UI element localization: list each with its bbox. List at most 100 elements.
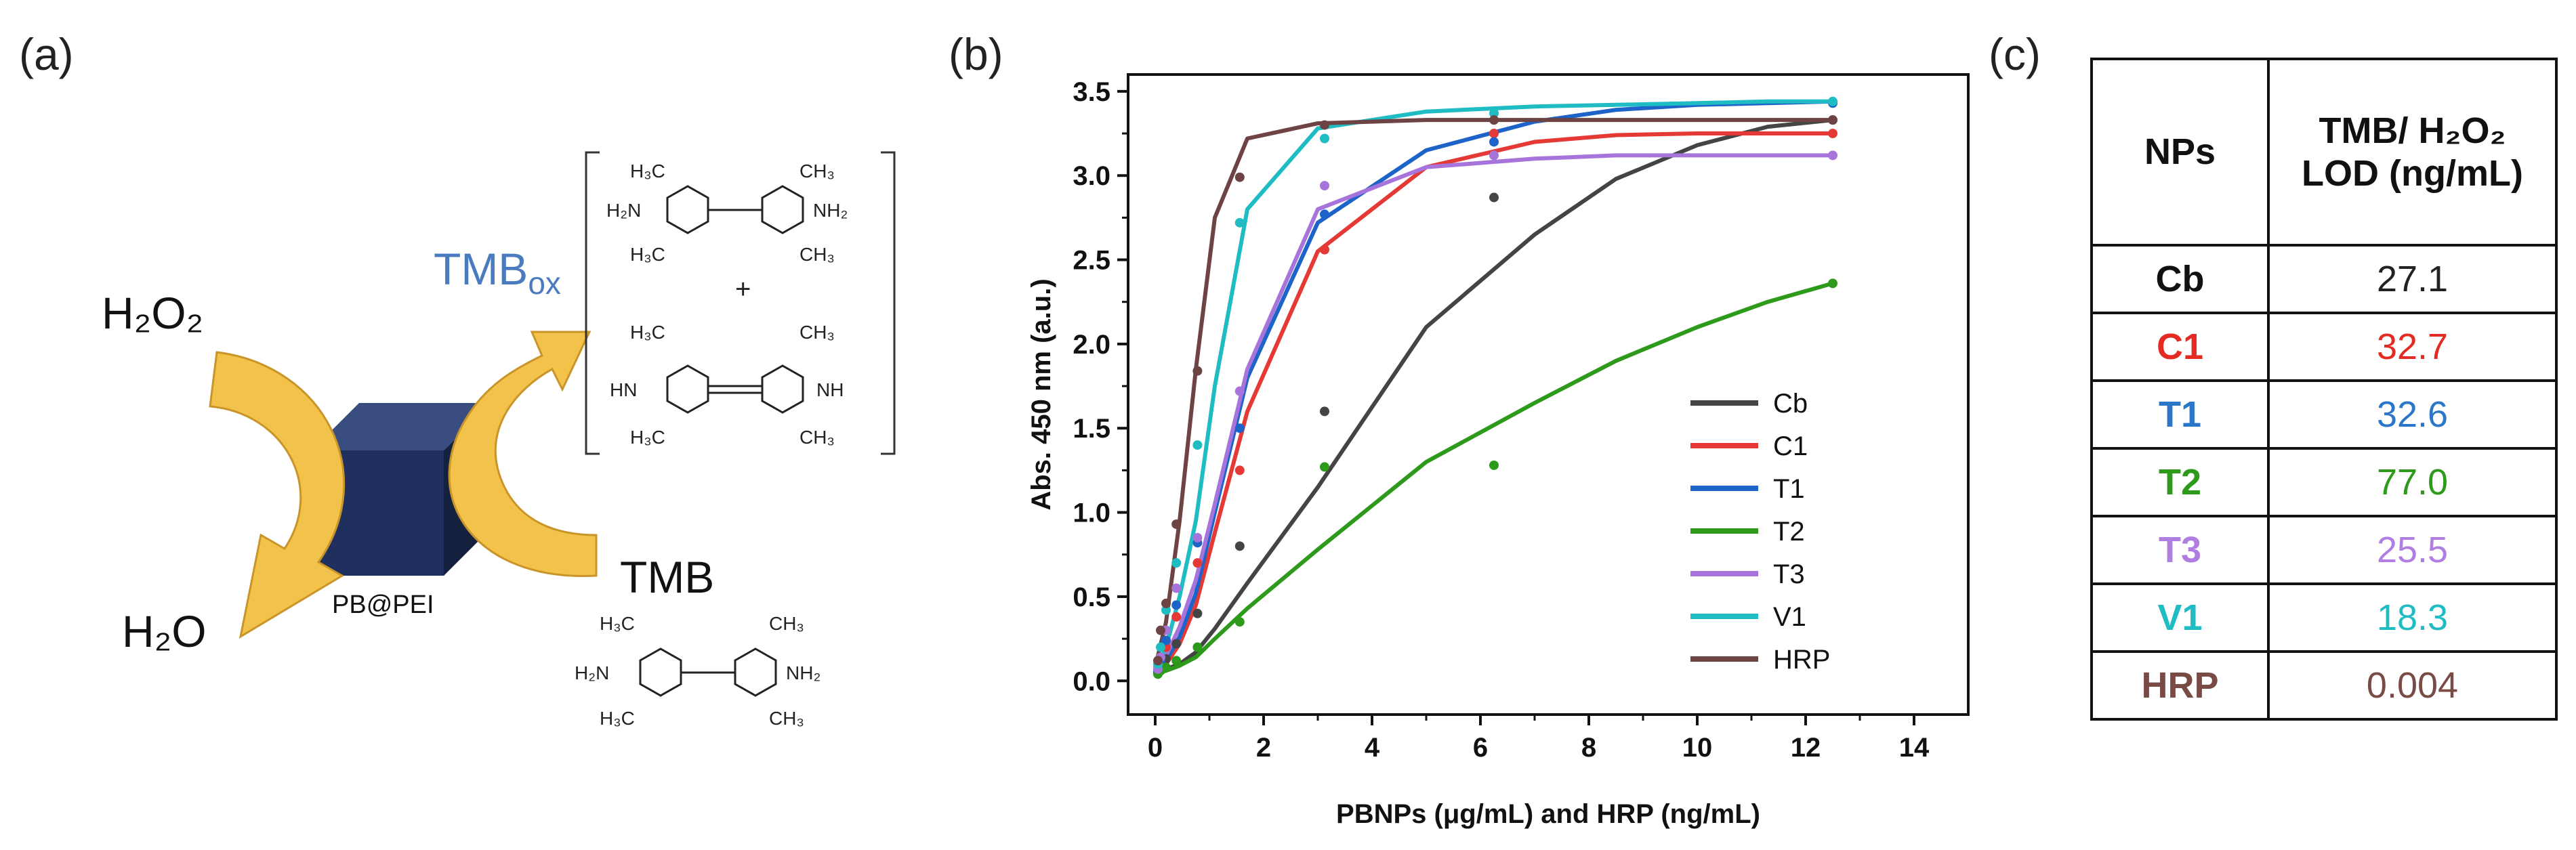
x-tick-label: 2 bbox=[1256, 733, 1271, 763]
np-name-cell: V1 bbox=[2090, 582, 2270, 653]
h2o-label: H₂O bbox=[122, 606, 207, 656]
table-row: T3 25.5 bbox=[2090, 515, 2558, 585]
x-tick-label: 12 bbox=[1791, 733, 1821, 763]
data-point-v1 bbox=[1161, 605, 1171, 615]
x-tick-label: 8 bbox=[1581, 733, 1596, 763]
tmb-top-h3c-upper: H₃C bbox=[630, 161, 665, 182]
panel-label-a: (a) bbox=[19, 29, 74, 79]
tmb-bottom-ch3-upper: CH₃ bbox=[769, 613, 804, 634]
x-tick-label: 0 bbox=[1148, 733, 1163, 763]
data-point-t1 bbox=[1171, 600, 1182, 610]
tmbox-bracket bbox=[585, 151, 896, 455]
tmb-top-nh2: NH₂ bbox=[813, 200, 848, 221]
data-point-c1 bbox=[1234, 465, 1245, 475]
data-point-t3 bbox=[1171, 583, 1182, 593]
table-header-row: NPs TMB/ H₂O₂ LOD (ng/mL) bbox=[2090, 58, 2558, 247]
table-row: Cb 27.1 bbox=[2090, 244, 2558, 314]
data-point-hrp bbox=[1161, 598, 1171, 608]
np-name-cell: Cb bbox=[2090, 244, 2270, 314]
legend-label-hrp: HRP bbox=[1773, 645, 1830, 675]
np-name-cell: HRP bbox=[2090, 650, 2270, 721]
data-point-v1 bbox=[1320, 133, 1329, 144]
data-point-hrp bbox=[1153, 656, 1163, 666]
data-point-t2 bbox=[1161, 662, 1171, 673]
np-name-cell: T2 bbox=[2090, 447, 2270, 517]
x-tick-label: 14 bbox=[1899, 733, 1930, 763]
ring-right bbox=[734, 647, 777, 697]
header-lod: TMB/ H₂O₂ LOD (ng/mL) bbox=[2267, 58, 2558, 247]
tmb-top-h2n: H₂N bbox=[606, 200, 641, 221]
legend-label-c1: C1 bbox=[1773, 431, 1808, 461]
legend-label-v1: V1 bbox=[1773, 602, 1806, 632]
lod-value-cell: 32.6 bbox=[2267, 379, 2558, 450]
ring-right bbox=[761, 185, 804, 234]
lod-table: NPs TMB/ H₂O₂ LOD (ng/mL) Cb 27.1 C1 32.7 T1… bbox=[2090, 58, 2558, 721]
ring-left bbox=[666, 185, 709, 234]
data-points bbox=[1153, 96, 1837, 679]
table-body: Cb 27.1 C1 32.7 T1 32.6 T2 77.0 T3 25.5 V1 18.3 HRP 0… bbox=[2090, 244, 2558, 721]
diimine-h3c-lower: H₃C bbox=[630, 427, 665, 448]
data-point-t1 bbox=[1320, 209, 1329, 219]
tmb-to-tmbox-arrow bbox=[448, 331, 598, 577]
tmb-bottom-h3c-lower: H₃C bbox=[600, 708, 635, 729]
tmb-label: TMB bbox=[620, 552, 714, 602]
data-point-hrp bbox=[1320, 120, 1329, 130]
panel-label-b: (b) bbox=[949, 29, 1003, 79]
diimine-h3c-upper: H₃C bbox=[630, 322, 665, 343]
data-point-c1 bbox=[1192, 558, 1203, 568]
data-point-v1 bbox=[1234, 217, 1245, 228]
h2o2-label: H₂O₂ bbox=[102, 288, 203, 338]
data-point-hrp bbox=[1156, 625, 1165, 635]
fit-curve-t2 bbox=[1155, 281, 1833, 677]
cube-top-face bbox=[312, 403, 491, 450]
table-row: T1 32.6 bbox=[2090, 379, 2558, 450]
tmb-top-ch3-upper: CH₃ bbox=[799, 161, 835, 182]
diimine-nh: NH bbox=[816, 379, 844, 400]
np-name-cell: T3 bbox=[2090, 515, 2270, 585]
diimine-ch3-lower: CH₃ bbox=[799, 427, 835, 448]
data-point-t2 bbox=[1489, 460, 1499, 470]
lod-value-cell: 18.3 bbox=[2267, 582, 2558, 653]
x-tick-label: 6 bbox=[1473, 733, 1488, 763]
header-nps: NPs bbox=[2090, 58, 2270, 247]
plot-frame bbox=[1127, 73, 1970, 716]
bracket-right bbox=[881, 151, 896, 455]
tmb-bottom-nh2: NH₂ bbox=[786, 662, 820, 683]
data-point-t3 bbox=[1234, 386, 1245, 396]
tmb-bottom-h3c-upper: H₃C bbox=[600, 613, 635, 634]
lod-value-cell: 27.1 bbox=[2267, 244, 2558, 314]
table-row: V1 18.3 bbox=[2090, 582, 2558, 653]
plot-border bbox=[1127, 73, 1970, 716]
data-point-v1 bbox=[1489, 108, 1499, 119]
tmb-top-h3c-lower: H₃C bbox=[630, 244, 665, 265]
fit-curve-cb bbox=[1155, 118, 1833, 675]
legend-label-t3: T3 bbox=[1773, 559, 1805, 589]
fit-curve-v1 bbox=[1153, 99, 1833, 672]
y-tick-label: 0.5 bbox=[1073, 582, 1110, 612]
data-point-hrp bbox=[1171, 519, 1182, 529]
diimine-hn: HN bbox=[610, 379, 637, 400]
data-point-t3 bbox=[1489, 150, 1499, 161]
header-lod-line2: LOD (ng/mL) bbox=[2302, 152, 2523, 194]
data-point-hrp bbox=[1192, 366, 1203, 376]
ring-left bbox=[639, 647, 682, 697]
legend: Cb C1 T1 T2 T3 V1 HRP bbox=[1690, 389, 1830, 675]
data-point-t3 bbox=[1828, 150, 1837, 161]
diimine-molecule bbox=[666, 364, 804, 414]
table-row: T2 77.0 bbox=[2090, 447, 2558, 517]
legend-label-t2: T2 bbox=[1773, 517, 1805, 547]
legend-label-t1: T1 bbox=[1773, 474, 1805, 504]
y-tick-label: 3.5 bbox=[1073, 77, 1110, 107]
data-point-t1 bbox=[1234, 423, 1245, 433]
fit-curves bbox=[1153, 99, 1833, 677]
quinoid-ring-right bbox=[761, 364, 804, 414]
legend-label-cb: Cb bbox=[1773, 389, 1808, 419]
data-point-cb bbox=[1234, 541, 1245, 551]
data-point-t2 bbox=[1234, 617, 1245, 627]
data-point-t2 bbox=[1192, 642, 1203, 652]
quinoid-ring-left bbox=[666, 364, 709, 414]
data-point-cb bbox=[1192, 608, 1203, 618]
data-point-cb bbox=[1489, 192, 1499, 203]
y-tick-label: 2.0 bbox=[1073, 330, 1110, 360]
table-row: C1 32.7 bbox=[2090, 312, 2558, 382]
